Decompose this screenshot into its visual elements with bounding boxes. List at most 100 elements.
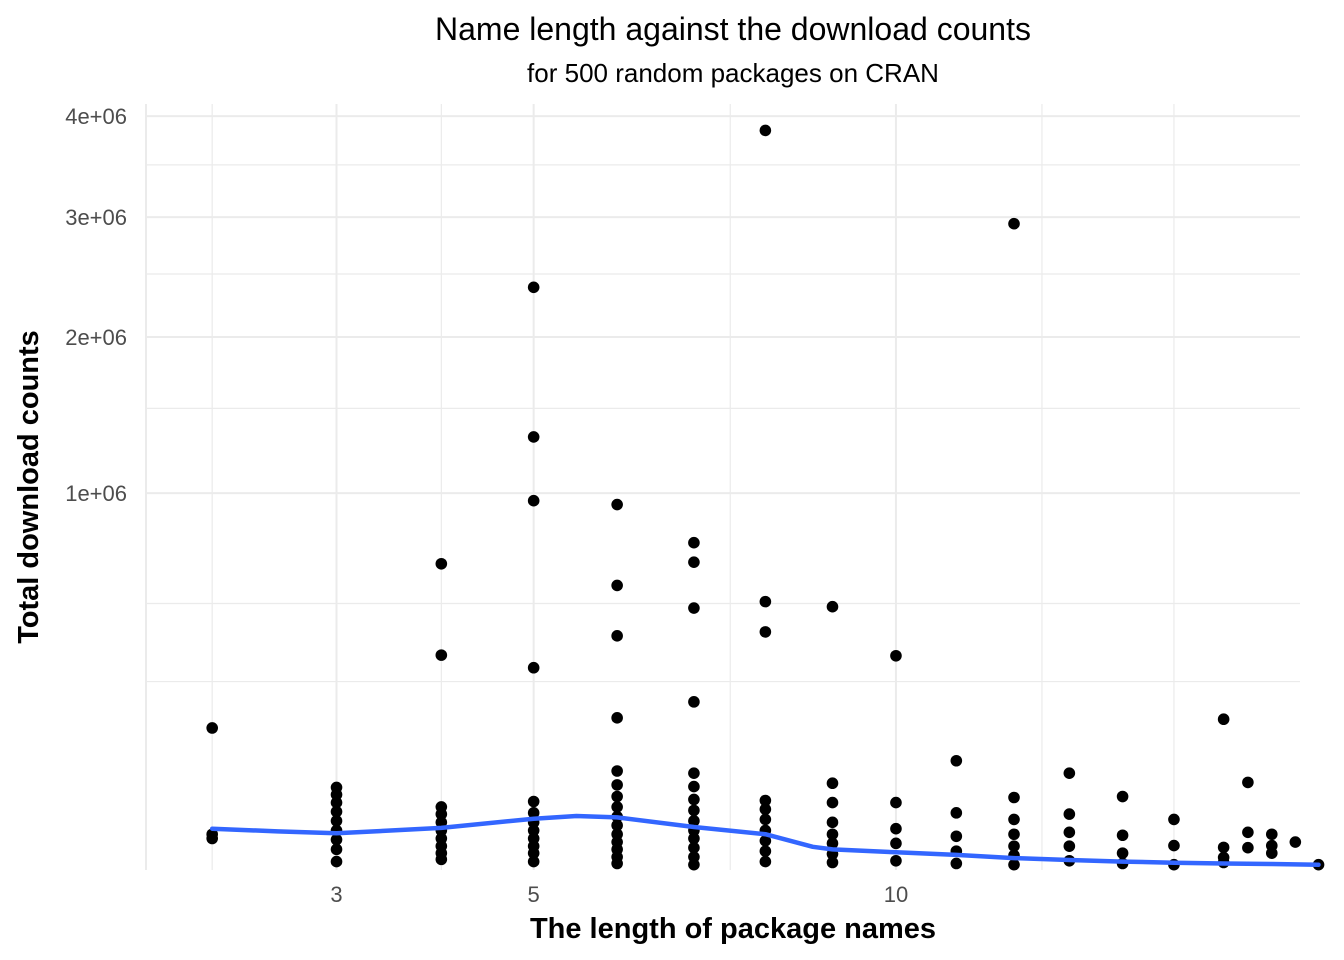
data-point bbox=[950, 807, 963, 819]
data-point bbox=[688, 602, 700, 614]
data-point bbox=[826, 816, 839, 829]
data-point bbox=[759, 813, 772, 826]
data-point bbox=[527, 661, 540, 674]
data-point bbox=[826, 777, 839, 790]
data-point bbox=[759, 855, 772, 868]
y-tick-label: 2e+06 bbox=[65, 325, 127, 350]
data-point bbox=[1063, 840, 1076, 852]
data-point bbox=[435, 649, 448, 661]
data-point bbox=[1008, 217, 1020, 230]
data-point bbox=[527, 855, 540, 868]
data-point bbox=[1008, 813, 1020, 826]
data-point bbox=[1116, 847, 1129, 859]
data-point bbox=[1063, 808, 1076, 820]
data-point bbox=[611, 579, 623, 592]
data-point bbox=[688, 780, 700, 793]
data-point bbox=[435, 557, 448, 570]
data-point bbox=[1008, 791, 1020, 804]
data-point bbox=[1242, 826, 1254, 839]
data-point bbox=[688, 556, 700, 568]
data-point bbox=[1008, 858, 1020, 871]
smooth-trend-line bbox=[209, 813, 1321, 867]
data-point bbox=[890, 649, 902, 662]
y-axis-title: Total download counts bbox=[13, 330, 45, 644]
data-point bbox=[527, 807, 540, 819]
data-point bbox=[890, 796, 902, 809]
data-point bbox=[1168, 813, 1180, 826]
data-point bbox=[527, 824, 540, 837]
data-point bbox=[759, 835, 772, 847]
data-point bbox=[435, 816, 448, 829]
y-tick-label: 4e+06 bbox=[65, 104, 127, 129]
data-point bbox=[688, 767, 700, 779]
data-point bbox=[1242, 776, 1254, 789]
data-point bbox=[826, 856, 839, 869]
data-point bbox=[435, 853, 448, 866]
data-point bbox=[688, 858, 700, 871]
data-point bbox=[1116, 829, 1129, 842]
data-point bbox=[688, 536, 700, 549]
data-point bbox=[759, 595, 772, 608]
data-point bbox=[330, 855, 343, 868]
data-point bbox=[1289, 836, 1302, 848]
data-point bbox=[1008, 840, 1020, 852]
data-point bbox=[611, 712, 623, 724]
data-point bbox=[1265, 828, 1278, 841]
data-point bbox=[435, 808, 448, 820]
data-point bbox=[826, 600, 839, 613]
y-tick-label: 3e+06 bbox=[65, 205, 127, 230]
data-point bbox=[688, 793, 700, 806]
data-point bbox=[1242, 841, 1254, 854]
chart-title: Name length against the download counts bbox=[435, 11, 1031, 47]
data-point bbox=[688, 696, 700, 708]
data-point bbox=[1063, 826, 1076, 839]
data-point bbox=[330, 805, 343, 818]
y-axis-ticks: 1e+06 2e+06 3e+06 4e+06 bbox=[65, 104, 127, 506]
data-point bbox=[890, 822, 902, 835]
data-point bbox=[890, 837, 902, 850]
data-point bbox=[611, 819, 623, 832]
data-point bbox=[1168, 839, 1180, 852]
data-point bbox=[950, 830, 963, 843]
data-point bbox=[759, 626, 772, 638]
data-point bbox=[1008, 828, 1020, 841]
data-point bbox=[826, 828, 839, 841]
data-point bbox=[527, 847, 540, 859]
data-point bbox=[611, 779, 623, 791]
x-axis-title: The length of package names bbox=[530, 913, 936, 945]
data-point bbox=[688, 832, 700, 845]
data-point bbox=[611, 857, 623, 870]
data-point bbox=[611, 801, 623, 813]
x-axis-ticks: 3 5 10 bbox=[330, 882, 908, 907]
x-tick-label: 5 bbox=[528, 882, 540, 907]
data-point bbox=[890, 854, 902, 867]
x-tick-label: 3 bbox=[330, 882, 342, 907]
data-point bbox=[1217, 841, 1230, 854]
data-point bbox=[527, 494, 540, 507]
data-point bbox=[1265, 847, 1278, 859]
data-point bbox=[826, 837, 839, 850]
data-point bbox=[611, 630, 623, 642]
data-point bbox=[206, 722, 218, 734]
data-point bbox=[688, 841, 700, 854]
x-tick-label: 10 bbox=[884, 882, 908, 907]
y-tick-label: 1e+06 bbox=[65, 481, 127, 506]
data-point bbox=[759, 803, 772, 816]
data-point bbox=[1217, 713, 1230, 726]
data-point bbox=[611, 498, 623, 511]
data-point bbox=[759, 845, 772, 857]
data-point bbox=[206, 832, 218, 845]
data-point bbox=[527, 795, 540, 808]
data-point bbox=[330, 833, 343, 846]
data-point bbox=[688, 804, 700, 817]
data-point bbox=[330, 788, 343, 801]
major-gridlines bbox=[145, 104, 1300, 870]
data-point bbox=[527, 281, 540, 294]
data-point bbox=[330, 843, 343, 856]
data-point bbox=[950, 857, 963, 870]
chart-subtitle: for 500 random packages on CRAN bbox=[527, 58, 939, 88]
data-point bbox=[1116, 790, 1129, 803]
data-point bbox=[527, 431, 540, 443]
data-point bbox=[826, 796, 839, 809]
